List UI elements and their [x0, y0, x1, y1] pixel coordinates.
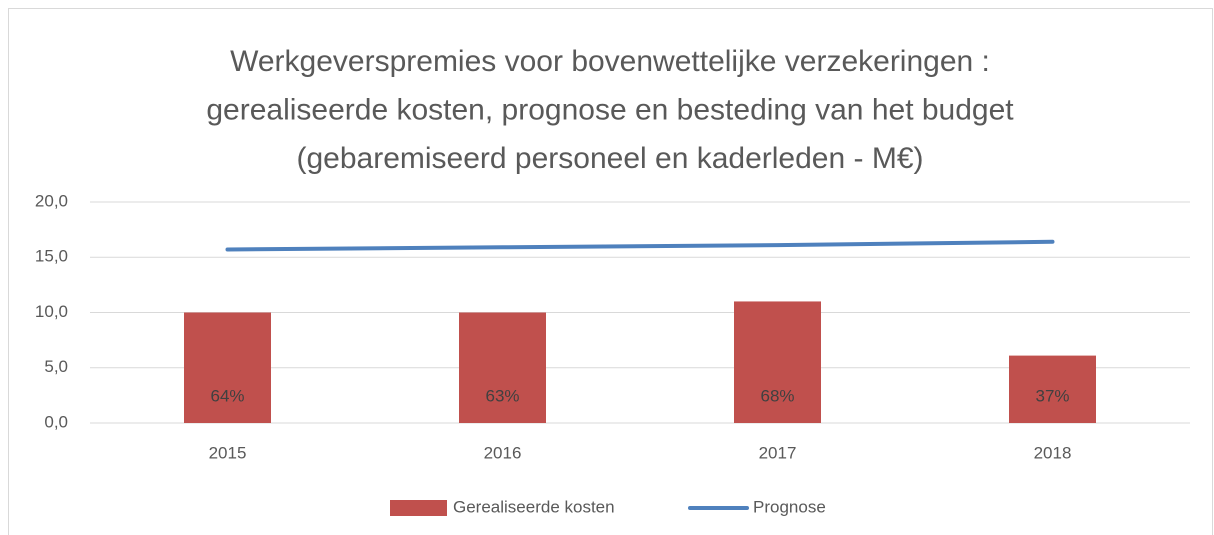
legend-swatch [390, 500, 447, 516]
y-tick-label: 10,0 [35, 302, 68, 321]
x-tick-label: 2018 [1034, 443, 1072, 462]
bar [734, 301, 821, 423]
bar-annotation: 37% [1035, 386, 1069, 405]
bar-annotation: 63% [485, 386, 519, 405]
legend-label: Prognose [753, 497, 826, 516]
x-tick-label: 2015 [209, 443, 247, 462]
y-tick-label: 20,0 [35, 191, 68, 210]
y-tick-label: 5,0 [44, 357, 68, 376]
bar [1009, 355, 1096, 423]
line [225, 239, 1055, 252]
bar [459, 312, 546, 423]
bar [184, 312, 271, 423]
chart-title: (gebaremiseerd personeel en kaderleden -… [296, 142, 923, 175]
y-tick-label: 15,0 [35, 247, 68, 266]
y-tick-label: 0,0 [44, 412, 68, 431]
x-tick-label: 2016 [484, 443, 522, 462]
chart-title: Werkgeverspremies voor bovenwettelijke v… [230, 45, 990, 78]
bar-annotation: 64% [210, 386, 244, 405]
bar-annotation: 68% [760, 386, 794, 405]
x-tick-label: 2017 [759, 443, 797, 462]
chart-frame [8, 8, 1213, 535]
chart-title: gerealiseerde kosten, prognose en bested… [206, 93, 1014, 126]
legend-label: Gerealiseerde kosten [453, 497, 615, 516]
